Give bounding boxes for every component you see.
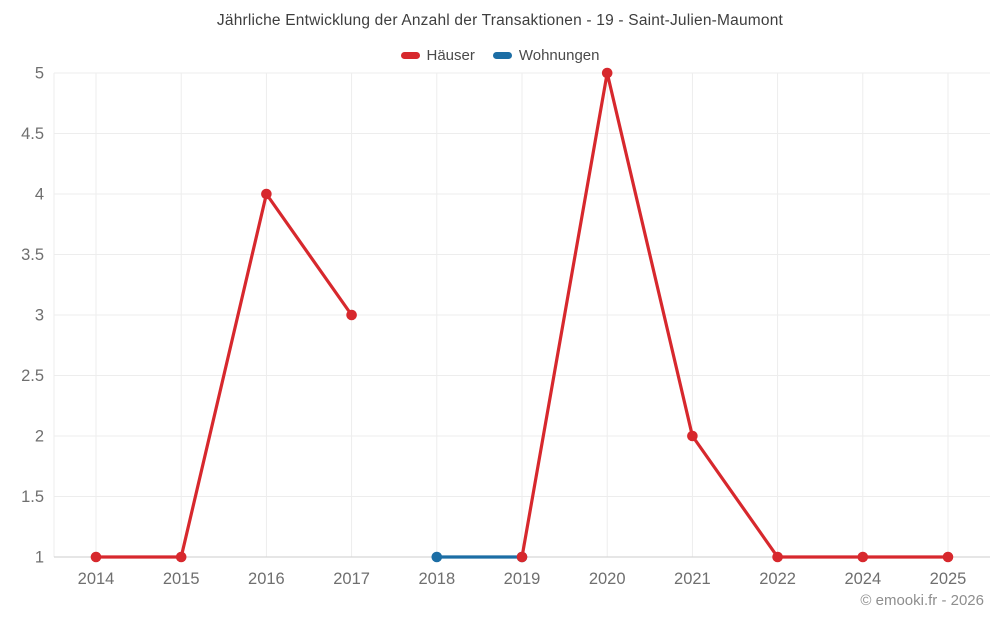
- x-tick-label: 2015: [163, 570, 200, 588]
- y-axis-tick-labels: 1 1.5 2 2.5 3 3.5 4 4.5 5: [21, 65, 44, 567]
- y-tick-label: 4.5: [21, 125, 44, 143]
- y-tick-label: 2: [35, 428, 44, 446]
- data-point-h-user-2017[interactable]: [346, 309, 357, 321]
- data-point-h-user-2021[interactable]: [687, 430, 698, 442]
- legend-swatch-icon: [400, 51, 420, 60]
- x-tick-label: 2025: [930, 570, 967, 588]
- x-axis-tick-labels: 2014 2015 2016 2017 2018 2019 2020 2021 2022 2024…: [78, 570, 967, 588]
- x-tick-label: 2017: [333, 570, 370, 588]
- copyright-footer: © emooki.fr - 2026: [860, 592, 984, 609]
- chart-title: Jährliche Entwicklung der Anzahl der Tra…: [216, 12, 784, 29]
- data-point-h-user-2025[interactable]: [942, 551, 954, 563]
- legend: Häuser Wohnungen: [0, 47, 1000, 64]
- data-point-wohnungen-2018[interactable]: [431, 551, 443, 563]
- series-wohnungen: [431, 551, 528, 563]
- data-point-h-user-2019[interactable]: [516, 551, 528, 563]
- x-tick-label: 2016: [248, 570, 285, 588]
- legend-label: Häuser: [426, 47, 475, 64]
- x-tick-label: 2014: [78, 570, 115, 588]
- y-tick-label: 2.5: [21, 367, 44, 385]
- data-point-h-user-2020[interactable]: [601, 67, 613, 79]
- legend-swatch-icon: [492, 51, 512, 60]
- y-tick-label: 3: [35, 307, 44, 325]
- data-point-h-user-2016[interactable]: [261, 188, 272, 200]
- x-tick-label: 2020: [589, 570, 626, 588]
- series-line-h-user: [520, 71, 950, 559]
- y-tick-label: 3.5: [21, 246, 44, 264]
- x-tick-label: 2018: [418, 570, 455, 588]
- y-tick-label: 1: [35, 549, 44, 567]
- y-tick-label: 5: [35, 65, 44, 83]
- data-point-h-user-2022[interactable]: [772, 551, 783, 563]
- x-tick-label: 2021: [674, 570, 711, 588]
- legend-item-0[interactable]: Häuser: [400, 47, 475, 64]
- legend-label: Wohnungen: [518, 47, 600, 64]
- x-tick-label: 2019: [504, 570, 541, 588]
- y-tick-label: 4: [35, 186, 44, 204]
- x-tick-label: 2024: [844, 570, 881, 588]
- gridlines: [53, 72, 990, 558]
- legend-item-1[interactable]: Wohnungen: [492, 47, 600, 64]
- x-tick-label: 2022: [759, 570, 796, 588]
- data-point-h-user-2015[interactable]: [175, 551, 187, 563]
- series-line-h-user: [94, 192, 354, 559]
- data-point-h-user-2024[interactable]: [857, 551, 869, 563]
- data-point-h-user-2014[interactable]: [90, 551, 102, 563]
- y-tick-label: 1.5: [21, 488, 44, 506]
- series-h-user: [90, 67, 954, 563]
